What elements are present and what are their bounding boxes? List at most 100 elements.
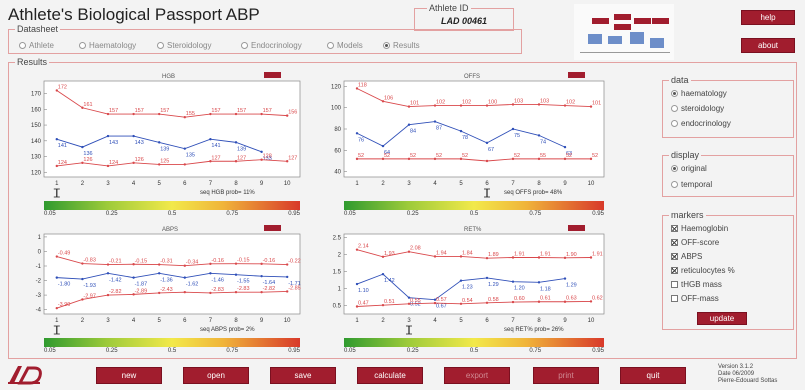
y-tick-label: 140: [31, 139, 42, 145]
x-tick-label: 4: [433, 181, 437, 187]
markers_panel-option[interactable]: reticulocytes %: [671, 266, 735, 275]
data-label: 63: [566, 151, 572, 157]
series-point: [459, 279, 463, 282]
datasheet-tab[interactable]: Models: [327, 41, 363, 50]
marker-chart: ABPS -4 -3 -2 -1 0 1 1 2 3 4 5 6 7 8 9 10 -0.49 -0.83 -0.21…: [16, 218, 312, 358]
overview-thumbnail[interactable]: [574, 4, 674, 60]
markers_panel-option[interactable]: OFF-mass: [671, 294, 719, 303]
checkbox-icon[interactable]: [671, 239, 678, 246]
data-label: 75: [514, 133, 520, 139]
x-tick-label: 1: [55, 181, 59, 187]
series-line: [56, 159, 288, 167]
update-button[interactable]: update: [697, 312, 747, 325]
data-label: 52: [462, 153, 468, 159]
open-button[interactable]: open: [183, 367, 249, 384]
data-label: 139: [237, 146, 246, 152]
series-point: [433, 120, 437, 123]
plot-area: [43, 80, 301, 178]
display-panel: display original temporal: [662, 149, 794, 197]
display_panel-option[interactable]: temporal: [671, 180, 712, 189]
datasheet-tab[interactable]: Results: [383, 41, 420, 50]
data-label: 135: [186, 153, 195, 159]
markers_panel-option[interactable]: tHGB mass: [671, 280, 722, 289]
marker-chart: HGB 120 130 140 150 160 170 1 2 3 4 5 6 7 8 9 10 172 161 15…: [16, 68, 312, 228]
marker-chart: OFFS 40 60 80 100 120 1 2 3 4 5 6 7 8 9 10 118 106 101 102 1…: [316, 68, 616, 228]
display_panel-option[interactable]: original: [671, 164, 707, 173]
datasheet-tab-label: Results: [393, 41, 420, 50]
checkbox-icon[interactable]: [671, 267, 678, 274]
checkbox-icon[interactable]: [671, 281, 678, 288]
datasheet-tab[interactable]: Endocrinology: [241, 41, 302, 50]
radio-icon[interactable]: [671, 181, 678, 188]
quit-button[interactable]: quit: [620, 367, 686, 384]
datasheet-tab[interactable]: Steroidology: [157, 41, 211, 50]
data-label: 52: [358, 153, 364, 159]
series-point: [563, 104, 567, 107]
x-tick-label: 8: [234, 318, 238, 324]
series-point: [485, 301, 489, 304]
series-point: [55, 138, 58, 141]
series-point: [81, 161, 84, 165]
radio-icon[interactable]: [671, 120, 678, 127]
data-label: 102: [436, 100, 445, 106]
y-tick-label: 1: [38, 235, 42, 241]
data_panel-option[interactable]: endocrinology: [671, 119, 731, 128]
radio-icon[interactable]: [241, 42, 248, 49]
series-point: [132, 293, 135, 296]
data-label: 2.08: [410, 246, 421, 252]
data-label: 1.29: [566, 283, 577, 289]
probability-bar: [344, 338, 604, 347]
data-label: 0.54: [462, 298, 473, 304]
checkbox-icon[interactable]: [671, 295, 678, 302]
series-point: [158, 272, 161, 275]
series-line: [56, 291, 288, 309]
bar-tick-label: 0.05: [44, 348, 56, 354]
radio-icon[interactable]: [383, 42, 390, 49]
datasheet-group: Datasheet Athlete Haematology Steroidology…: [8, 23, 522, 54]
series-point: [286, 160, 289, 163]
radio-icon[interactable]: [19, 42, 26, 49]
print-button: print: [533, 367, 599, 384]
series-point: [355, 248, 359, 251]
markers_panel-option[interactable]: ABPS: [671, 252, 702, 261]
series-point: [234, 160, 238, 163]
series-point: [537, 256, 541, 259]
option-label: haematology: [681, 89, 727, 98]
radio-icon[interactable]: [671, 165, 678, 172]
bar-tick-label: 0.25: [406, 211, 419, 217]
radio-icon[interactable]: [671, 90, 678, 97]
data_panel-option[interactable]: haematology: [671, 89, 727, 98]
data-label: 157: [135, 108, 144, 114]
series-point: [158, 163, 161, 166]
radio-icon[interactable]: [157, 42, 164, 49]
series-point: [511, 127, 515, 131]
new-button[interactable]: new: [96, 367, 162, 384]
markers_panel-option[interactable]: OFF-score: [671, 238, 719, 247]
data-label: 161: [83, 102, 92, 108]
save-button[interactable]: save: [270, 367, 336, 384]
datasheet-tab[interactable]: Athlete: [19, 41, 54, 50]
data-label: -1.80: [58, 282, 71, 288]
data-label: -1.64: [263, 280, 276, 286]
bar-tick-label: 0.25: [406, 348, 419, 354]
x-tick-label: 5: [158, 318, 162, 324]
data-label: 1.42: [384, 278, 395, 284]
about-button[interactable]: about: [741, 38, 795, 53]
datasheet-tab[interactable]: Haematology: [79, 41, 136, 50]
x-tick-label: 7: [511, 181, 515, 187]
data_panel-option[interactable]: steroidology: [671, 104, 724, 113]
data-label: 141: [58, 143, 67, 149]
calculate-button[interactable]: calculate: [357, 367, 423, 384]
data-label: 0.58: [488, 297, 499, 303]
checkbox-icon[interactable]: [671, 225, 678, 232]
data-label: -2.82: [263, 286, 276, 292]
markers_panel-option[interactable]: Haemoglobin: [671, 224, 728, 233]
radio-icon[interactable]: [79, 42, 86, 49]
radio-icon[interactable]: [671, 105, 678, 112]
chart-svg: ABPS -4 -3 -2 -1 0 1 1 2 3 4 5 6 7 8 9 10 -0.49 -0.83 -0.21…: [36, 225, 301, 335]
checkbox-icon[interactable]: [671, 253, 678, 260]
help-button[interactable]: help: [741, 10, 795, 25]
radio-icon[interactable]: [327, 42, 334, 49]
x-tick-label: 10: [284, 318, 291, 324]
series-point: [563, 277, 567, 280]
